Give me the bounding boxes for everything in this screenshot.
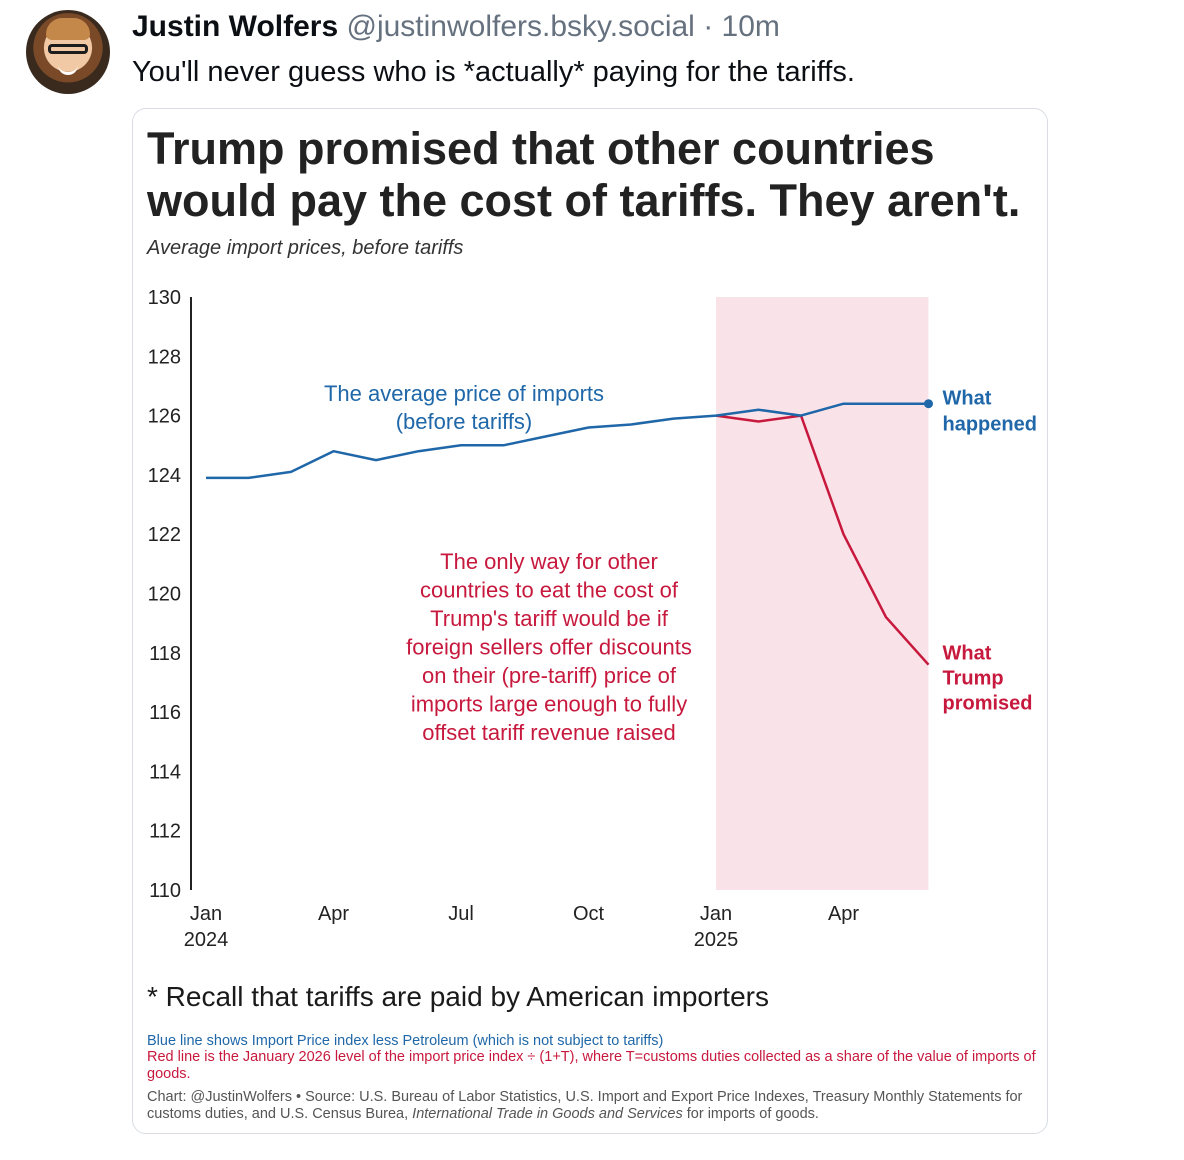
y-tick-label: 116 [149,702,181,724]
y-tick-label: 110 [149,880,181,902]
credit-text-1: Chart: @JustinWolfers • Source: U.S. Bur… [147,1089,1023,1122]
y-tick-label: 112 [149,821,181,843]
line-chart: 110 112 114 116 118 120 122 124 126 128 130 Jan 2024… [148,287,1037,951]
chart-title: Trump promised that other countries woul… [147,123,1021,226]
separator-dot: · [703,10,714,43]
y-tick-label: 120 [148,584,181,606]
x-tick-label: Jan 2024 [184,903,229,951]
y-tick-label: 124 [148,465,181,487]
y-tick-label: 128 [148,346,181,368]
shaded-region [716,297,929,890]
author-name[interactable]: Justin Wolfers [132,10,339,43]
post-timestamp[interactable]: 10m [721,10,780,43]
series-line-promised [715,414,930,666]
x-tick-label: Apr [828,903,859,925]
y-tick-label: 126 [148,406,181,428]
author-avatar[interactable] [26,10,110,94]
post-header: Justin Wolfers @justinwolfers.bsky.socia… [132,10,780,44]
line-label-promised: What Trump promised [943,643,1033,715]
y-tick-label: 122 [148,524,181,546]
annotation-blue: The average price of imports (before tari… [324,381,604,434]
series-end-marker [924,399,933,409]
red-line-note: Red line is the January 2026 level of th… [147,1049,1036,1082]
avatar-smile [58,64,78,75]
blue-line-note: Blue line shows Import Price index less … [147,1033,664,1049]
x-tick-label: Oct [573,903,605,925]
line-label-happened: What happened [943,388,1037,436]
chart-subtitle: Average import prices, before tariffs [147,237,464,259]
avatar-hair [46,18,90,40]
chart-credit: Chart: @JustinWolfers • Source: U.S. Bur… [147,1089,1037,1123]
avatar-glasses [48,44,88,54]
author-handle[interactable]: @justinwolfers.bsky.social [346,10,695,43]
embedded-image-card[interactable]: Trump promised that other countries woul… [132,108,1048,1134]
y-tick-label: 118 [149,643,181,665]
x-tick-label: Jan 2025 [694,903,739,951]
y-tick-label: 114 [149,761,181,783]
post-text: You'll never guess who is *actually* pay… [132,56,855,88]
x-tick-label: Jul [448,903,474,925]
y-tick-label: 130 [148,287,181,309]
annotation-red: The only way for other countries to eat t… [406,549,692,745]
credit-italic: International Trade in Goods and Service… [412,1106,683,1122]
x-tick-label: Apr [318,903,349,925]
credit-text-2: for imports of goods. [686,1106,819,1122]
recall-note: * Recall that tariffs are paid by Americ… [147,981,769,1012]
series-line-happened [206,402,929,480]
